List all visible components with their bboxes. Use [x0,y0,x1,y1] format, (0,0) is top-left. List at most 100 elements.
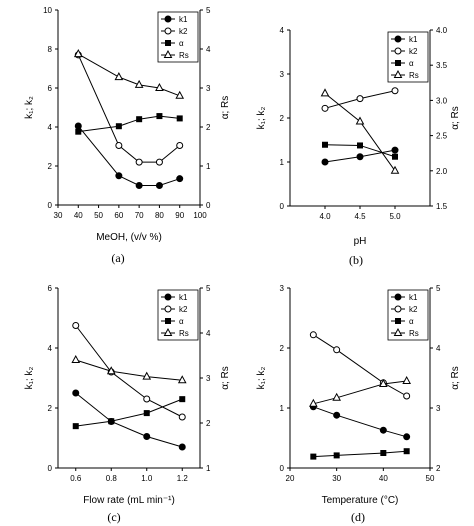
data-point [333,452,340,459]
data-point [320,88,330,97]
legend-label: k1 [179,15,188,24]
y-right-tick-label: 2.0 [436,167,448,176]
series-2 [321,87,399,112]
series-line [313,334,407,397]
y-left-tick-label: 0 [48,201,53,210]
data-point [356,95,364,103]
y-left-tick-label: 2 [48,404,53,413]
y-left-tick-label: 6 [48,84,53,93]
data-point [392,153,398,160]
y-right-axis-title: α; Rs [220,96,231,120]
y-right-tick-label: 3.0 [436,96,448,105]
data-point [403,392,411,400]
x-axis-title: pH [354,236,367,247]
data-point [356,153,364,161]
data-point [72,322,80,329]
series-line [75,359,183,381]
legend-label: k1 [179,293,188,302]
data-point [391,87,399,95]
legend-marker [393,69,403,78]
y-right-tick-label: 4 [436,344,441,353]
x-axis-title: Temperature (°C) [322,495,399,506]
legend-box [157,289,199,341]
series-3 [72,396,186,430]
y-left-tick-label: 2 [280,114,285,123]
series-line [78,115,180,133]
data-point [143,395,151,403]
data-point [142,371,152,380]
data-point [71,354,81,363]
y-right-tick-label: 5 [206,284,211,293]
data-point [106,366,116,375]
series-line [313,450,407,458]
x-tick-label: 70 [135,211,144,220]
y-left-tick-label: 6 [48,284,53,293]
y-right-axis-title: α; Rs [450,106,461,130]
y-right-tick-label: 3 [436,404,441,413]
y-right-tick-label: 3 [206,374,211,383]
legend-label: α [409,59,414,68]
series-line [75,398,183,427]
legend-label: k2 [409,47,418,56]
legend-marker [164,293,172,301]
data-point [177,375,187,384]
series-3 [310,448,410,460]
x-tick-label: 4.5 [354,212,366,221]
legend: k1 k2 α Rs [387,31,429,83]
legend-marker [394,47,402,55]
y-right-tick-label: 1 [206,162,211,171]
data-point [403,448,410,455]
series-1 [72,389,186,451]
y-left-tick-label: 0 [48,464,53,473]
data-point [135,182,143,189]
series-line [313,406,407,438]
x-tick-label: 40 [74,211,83,220]
data-point [135,158,143,166]
y-right-tick-label: 3 [206,84,211,93]
data-point [155,82,164,91]
series-1 [309,403,411,441]
x-tick-label: 60 [114,211,123,220]
legend: k1 k2 α Rs [157,289,199,341]
series-line [75,392,183,448]
series-4 [73,49,185,99]
y-left-tick-label: 2 [280,344,285,353]
data-point [155,182,163,189]
data-point [176,175,184,183]
data-point [75,128,82,135]
legend-label: Rs [179,51,189,60]
data-point [390,165,400,174]
x-tick-label: 20 [286,474,295,483]
panel-label: (b) [349,253,363,267]
y-right-tick-label: 4 [206,45,211,54]
data-point [72,389,80,397]
series-1 [321,146,399,166]
legend-label: k2 [179,305,188,314]
data-point [333,411,341,419]
data-point [115,123,122,130]
y-right-tick-label: 5 [436,284,441,293]
legend: k1 k2 α Rs [157,11,199,63]
x-tick-label: 90 [175,211,184,220]
y-left-tick-label: 10 [43,6,52,15]
data-point [115,142,123,150]
y-left-axis-title: k₁; k₂ [24,96,35,119]
data-point [308,398,318,407]
y-right-tick-label: 5 [206,6,211,15]
data-point [322,141,328,148]
y-left-tick-label: 3 [280,70,285,79]
data-point [143,410,150,417]
legend-marker [395,60,401,66]
data-point [114,72,124,81]
x-tick-label: 50 [426,474,435,483]
x-tick-label: 100 [193,211,207,220]
y-right-tick-label: 2 [436,464,441,473]
data-point [357,142,363,149]
data-point [380,450,387,456]
y-left-axis-title: k₁; k₂ [24,366,35,389]
data-point [178,413,186,421]
data-point [309,331,317,339]
data-point [108,418,115,425]
